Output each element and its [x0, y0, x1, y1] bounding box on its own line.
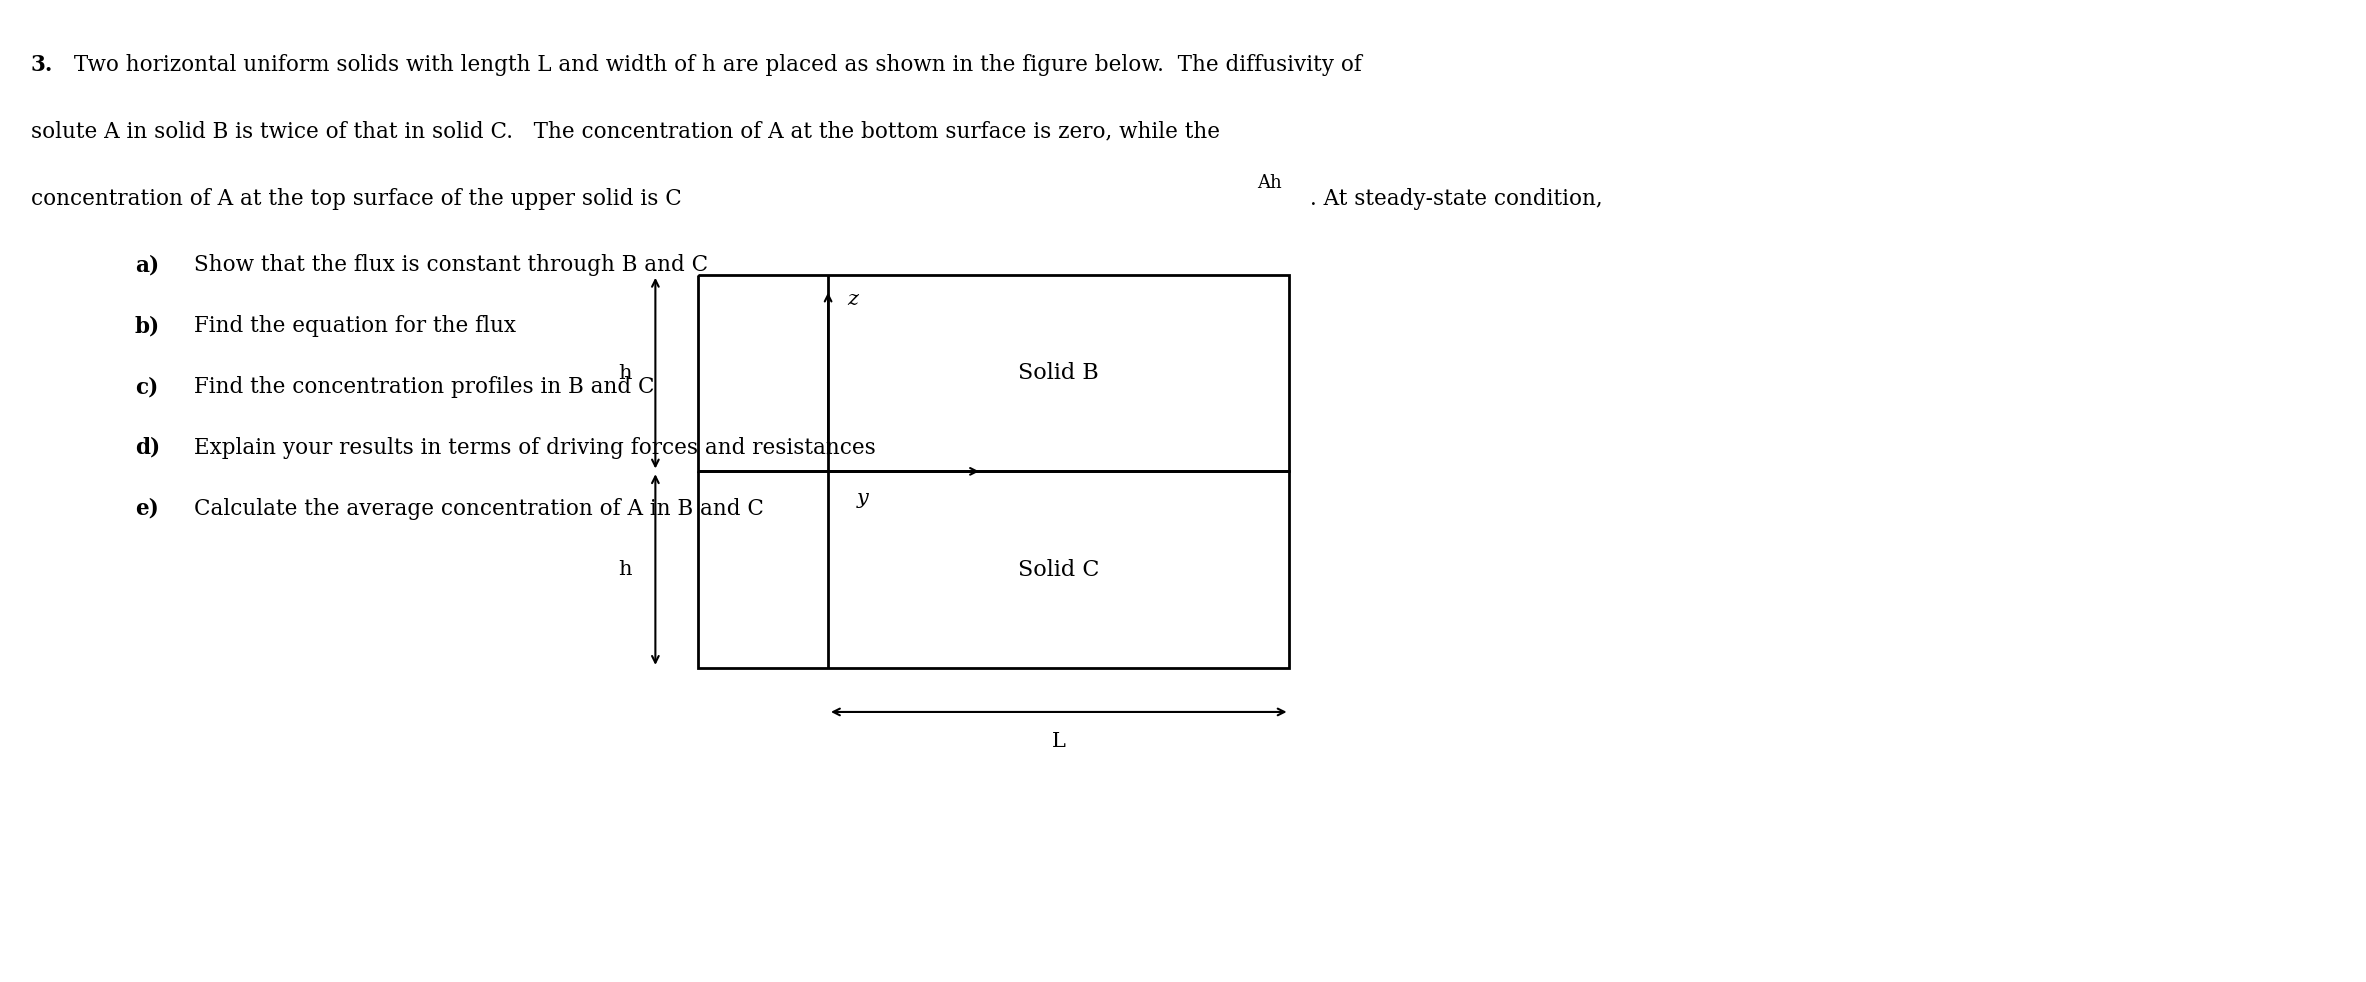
Text: a): a): [135, 254, 159, 276]
Text: Calculate the average concentration of A in B and C: Calculate the average concentration of A…: [194, 498, 764, 519]
Text: h: h: [618, 363, 632, 383]
Text: e): e): [135, 498, 159, 519]
Text: Find the concentration profiles in B and C: Find the concentration profiles in B and…: [194, 376, 655, 398]
Text: b): b): [135, 315, 161, 337]
Text: Find the equation for the flux: Find the equation for the flux: [194, 315, 516, 337]
Text: h: h: [618, 560, 632, 579]
Text: . At steady-state condition,: . At steady-state condition,: [1308, 188, 1602, 209]
Text: concentration of A at the top surface of the upper solid is C: concentration of A at the top surface of…: [31, 188, 681, 209]
Text: d): d): [135, 437, 161, 459]
Text: Solid B: Solid B: [1017, 362, 1100, 384]
Text: Solid C: Solid C: [1017, 559, 1100, 580]
Text: Explain your results in terms of driving forces and resistances: Explain your results in terms of driving…: [194, 437, 875, 459]
Text: Two horizontal uniform solids with length L and width of h are placed as shown i: Two horizontal uniform solids with lengt…: [66, 54, 1363, 76]
Text: y: y: [856, 489, 868, 508]
Text: Show that the flux is constant through B and C: Show that the flux is constant through B…: [194, 254, 707, 276]
Text: c): c): [135, 376, 159, 398]
Text: 3.: 3.: [31, 54, 52, 76]
Text: L: L: [1053, 732, 1065, 750]
Text: Ah: Ah: [1259, 174, 1282, 191]
Text: z: z: [847, 290, 859, 308]
Text: solute A in solid B is twice of that in solid C.   The concentration of A at the: solute A in solid B is twice of that in …: [31, 121, 1221, 142]
